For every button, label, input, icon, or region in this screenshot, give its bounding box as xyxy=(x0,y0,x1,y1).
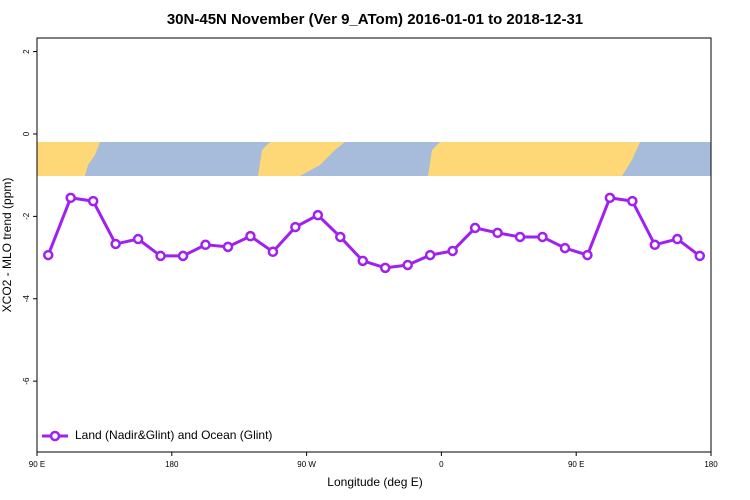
data-point xyxy=(627,195,638,207)
legend-marker xyxy=(49,430,61,442)
y-tick-label: 0 xyxy=(22,131,31,136)
y-tick-label: -6 xyxy=(22,377,31,385)
x-tick-label: 90 E xyxy=(29,460,45,469)
data-point xyxy=(559,242,571,254)
data-point xyxy=(537,231,548,243)
data-point xyxy=(290,221,301,233)
data-point xyxy=(132,233,144,245)
y-tick-label: -2 xyxy=(22,212,31,220)
data-point xyxy=(402,259,413,271)
world-map-strip xyxy=(37,142,711,176)
y-axis-label: XCO2 - MLO trend (ppm) xyxy=(0,178,14,313)
data-point xyxy=(245,230,256,242)
data-point xyxy=(222,241,234,253)
x-tick-label: 0 xyxy=(439,460,444,469)
data-point xyxy=(110,238,121,250)
chart-title: 30N-45N November (Ver 9_ATom) 2016-01-01… xyxy=(167,11,583,28)
data-point xyxy=(87,195,99,207)
data-point xyxy=(42,249,54,261)
y-tick-label: 2 xyxy=(22,49,31,54)
data-point xyxy=(177,250,189,262)
series-line xyxy=(46,196,701,270)
x-tick-label: 90 W xyxy=(297,460,316,469)
x-tick-label: 180 xyxy=(704,460,718,469)
data-point xyxy=(357,255,369,267)
data-point xyxy=(469,222,481,234)
data-point xyxy=(379,262,391,274)
legend-label: Land (Nadir&Glint) and Ocean (Glint) xyxy=(75,428,272,442)
data-point xyxy=(335,231,346,243)
data-point xyxy=(672,233,683,245)
data-point xyxy=(65,192,76,204)
plot-frame xyxy=(36,37,712,453)
data-point xyxy=(447,245,458,257)
x-tick-label: 180 xyxy=(165,460,179,469)
data-point xyxy=(155,250,166,262)
data-point xyxy=(649,239,661,251)
data-point xyxy=(200,239,211,251)
data-point xyxy=(582,249,593,261)
y-tick-label: -4 xyxy=(22,295,31,303)
data-point xyxy=(694,250,706,262)
data-point xyxy=(424,249,436,261)
data-point xyxy=(514,231,526,243)
x-tick-label: 90 E xyxy=(568,460,584,469)
data-point xyxy=(312,209,324,221)
data-point xyxy=(492,227,503,239)
x-axis-label: Longitude (deg E) xyxy=(327,475,422,489)
data-point xyxy=(267,246,279,258)
data-point xyxy=(604,192,616,204)
